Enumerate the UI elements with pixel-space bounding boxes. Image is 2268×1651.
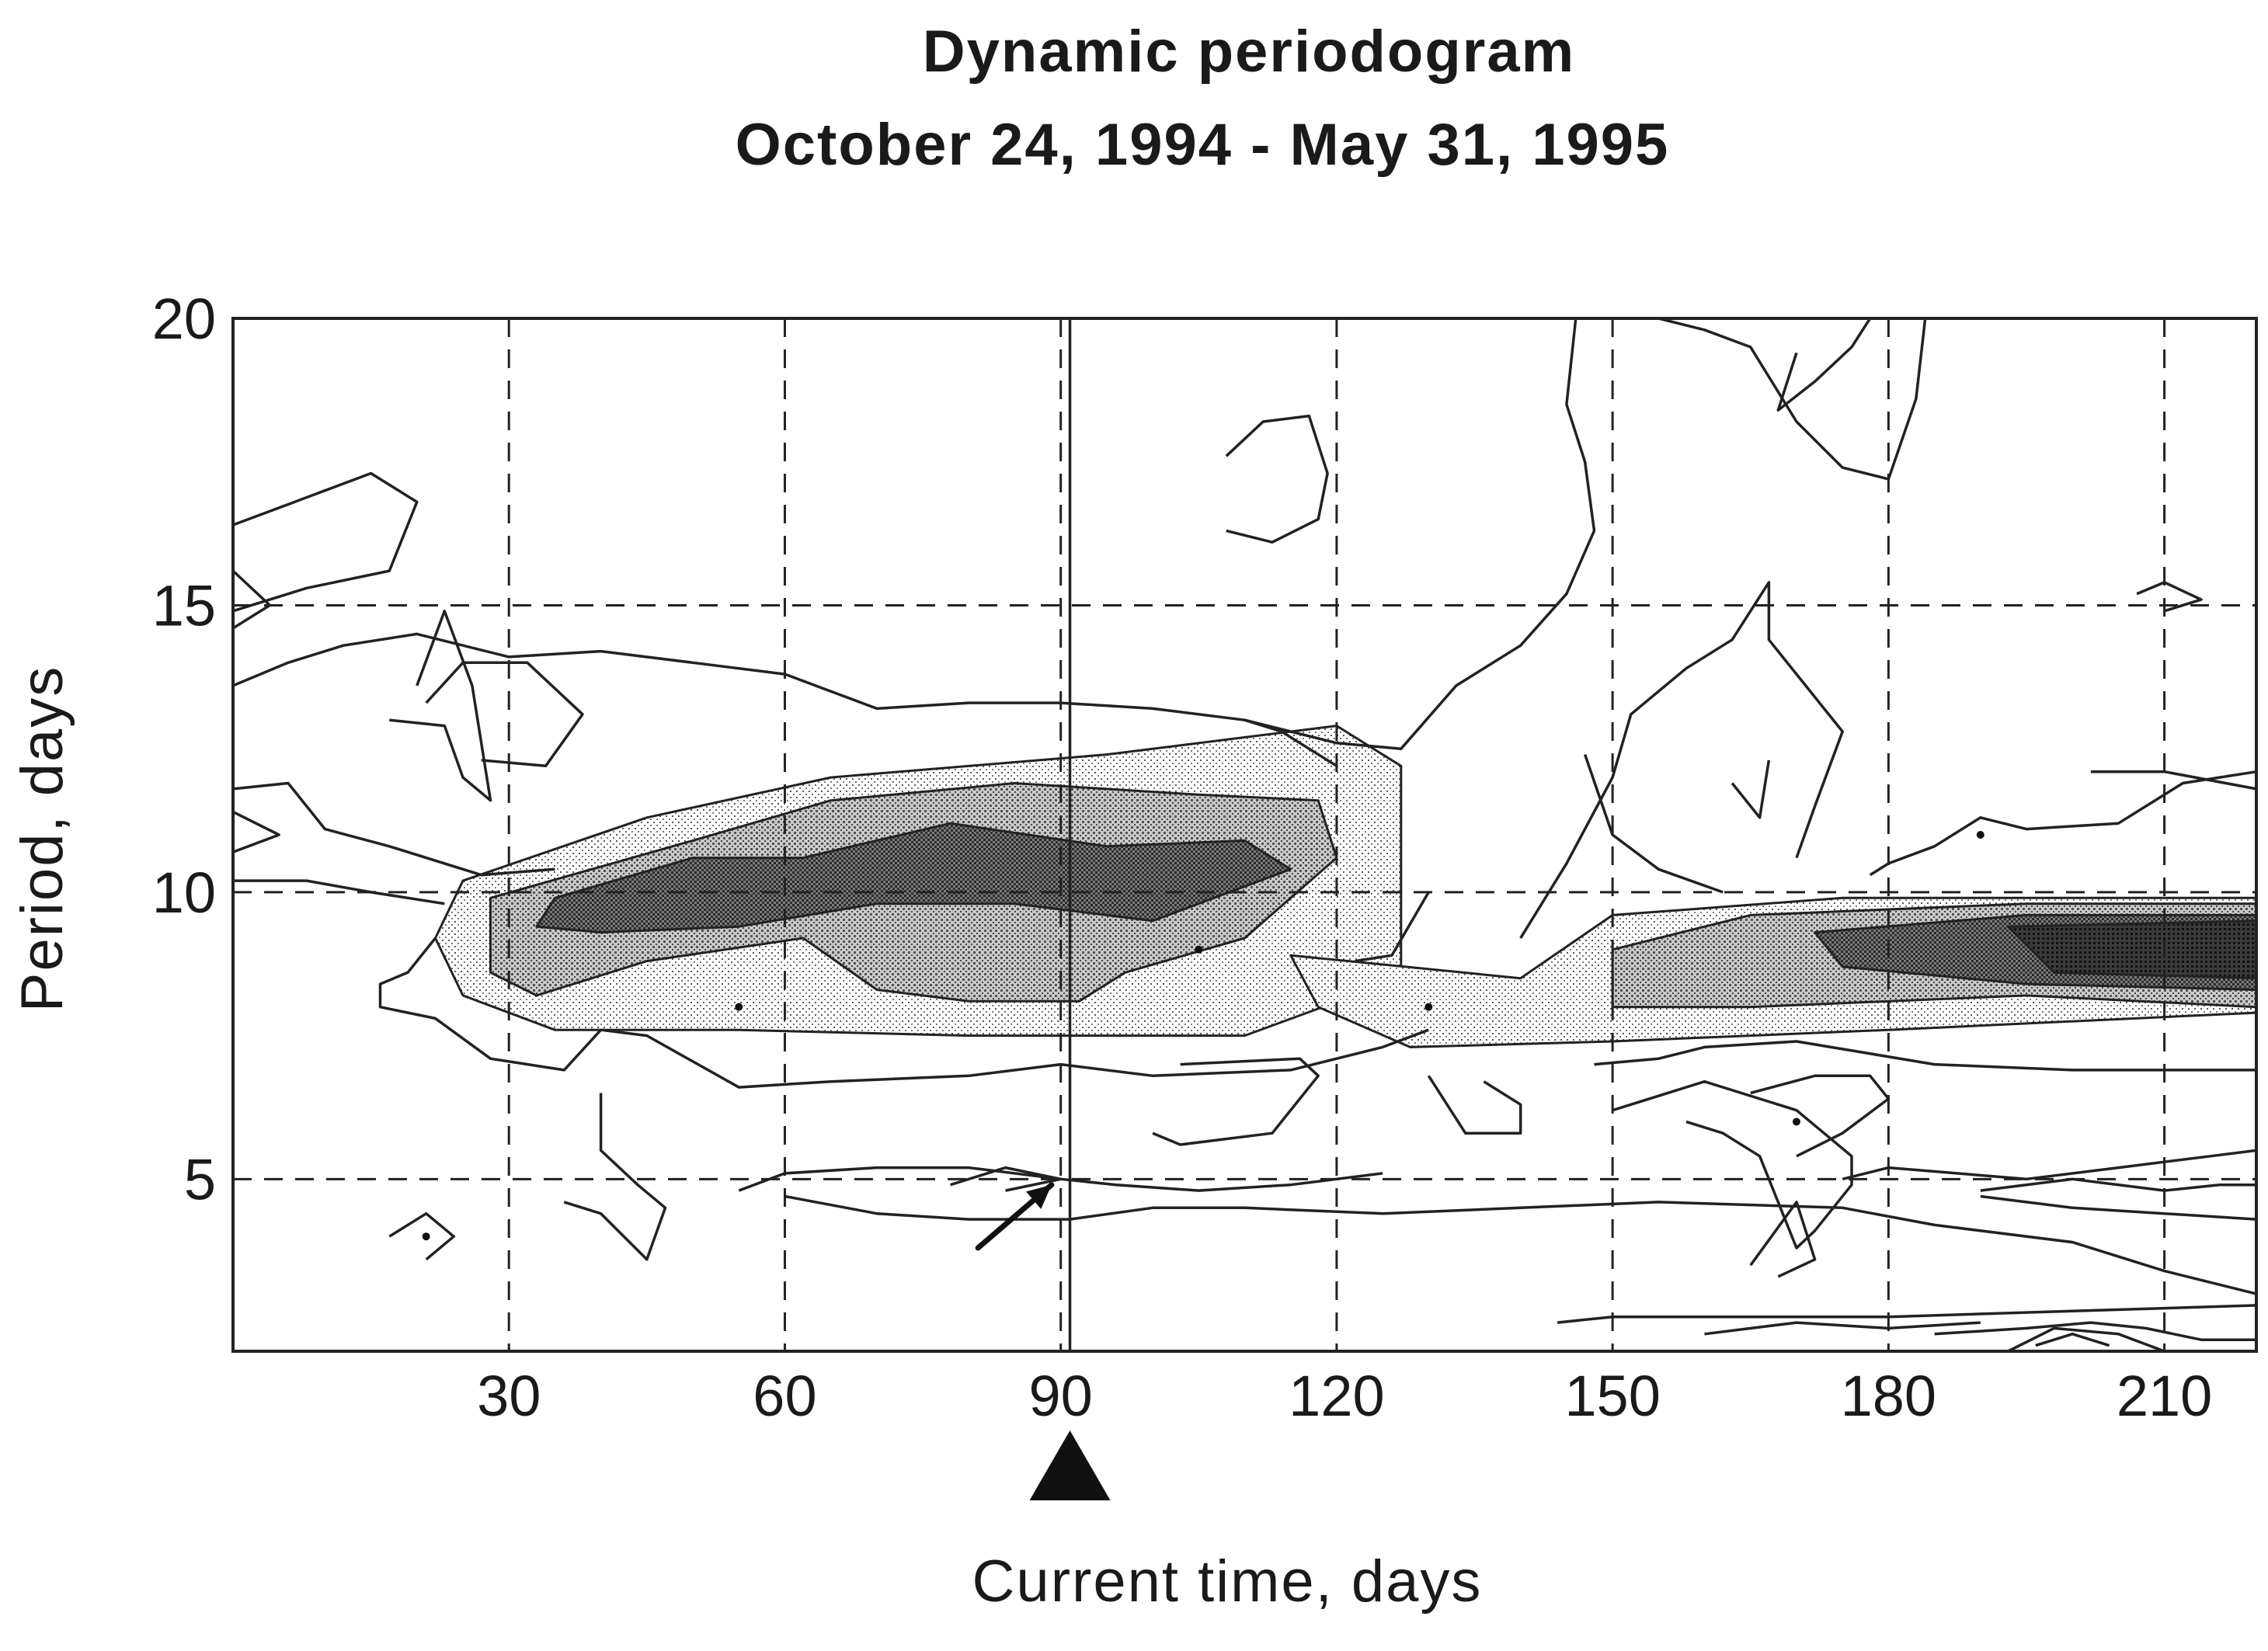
contour-dot-5: [1792, 1117, 1800, 1126]
grid-lines: [233, 318, 2256, 1351]
contour-line-26: [784, 1194, 2257, 1295]
contour-line-6: [232, 781, 555, 877]
contour-line-29: [1427, 1075, 1522, 1135]
plot-frame: [231, 317, 2258, 1353]
y-tick-label-5: 5: [184, 1147, 216, 1211]
chart-subtitle: October 24, 1994 - May 31, 1995: [736, 112, 1670, 178]
y-axis-label: Period, days: [9, 666, 75, 1012]
contour-line-23: [563, 1093, 667, 1261]
contour-line-4: [389, 610, 492, 802]
tick-labels: 30 60 90 120 150 180 210 5 10 15 20: [152, 287, 2213, 1428]
contour-dot-1: [422, 1232, 430, 1241]
x-tick-label-210: 210: [2117, 1364, 2212, 1428]
contour-line-32: [1842, 1149, 2257, 1181]
contour-line-12: [1244, 718, 1337, 767]
y-tick-label-15: 15: [152, 573, 216, 638]
contour-line-22: [2136, 581, 2203, 613]
contour-line-15: [1583, 754, 1724, 894]
x-tick-label-180: 180: [1841, 1364, 1936, 1428]
chart-title: Dynamic periodogram: [923, 19, 1575, 85]
contour-dot-4: [1976, 831, 1984, 839]
x-tick-label-90: 90: [1029, 1364, 1093, 1428]
contour-line-37: [1704, 1321, 1981, 1336]
contour-line-40: [2035, 1333, 2110, 1347]
contour-line-13: [1355, 892, 1430, 963]
contour-line-1: [232, 471, 419, 613]
current-time-marker: [1029, 1430, 1111, 1500]
x-axis-label: Current time, days: [972, 1548, 1483, 1615]
contour-line-35: [1749, 1201, 1817, 1278]
contour-line-8: [233, 879, 445, 905]
contour-line-9: [378, 937, 602, 1072]
contour-line-21: [1776, 317, 1872, 412]
density-bands: [434, 725, 2258, 1048]
contour-line-2: [231, 569, 272, 630]
contour-line-28: [1152, 1057, 1320, 1146]
contour-line-18: [2090, 770, 2257, 791]
contour-dot-6: [1424, 1003, 1433, 1011]
contour-lines: [231, 317, 2257, 1353]
contour-line-24: [388, 1211, 455, 1261]
contour-line-11: [1594, 1040, 2256, 1072]
contour-line-20: [1658, 317, 1927, 481]
annotations: [422, 318, 1984, 1500]
x-tick-label-150: 150: [1564, 1364, 1660, 1428]
contour-line-34: [1980, 1194, 2257, 1221]
contour-line-3: [232, 318, 1596, 750]
y-tick-label-20: 20: [152, 287, 216, 351]
contour-line-38: [1934, 1321, 2256, 1341]
contour-dot-2: [735, 1003, 743, 1011]
annotation-arrow-head: [1025, 1184, 1052, 1209]
contour-line-10: [600, 1028, 1429, 1089]
contour-line-7: [232, 810, 280, 853]
contour-line-16: [1731, 759, 1771, 819]
y-tick-label-10: 10: [152, 860, 216, 925]
x-tick-label-60: 60: [753, 1364, 816, 1428]
x-tick-label-30: 30: [477, 1364, 541, 1428]
contour-line-30: [1612, 1079, 1853, 1250]
contour-line-27: [950, 1166, 1063, 1192]
contour-line-17: [1869, 770, 2257, 877]
contour-line-31: [1750, 1074, 1891, 1158]
contour-dot-3: [1195, 945, 1203, 954]
contour-line-14: [1519, 581, 1844, 939]
contour-line-5: [425, 661, 584, 768]
contour-line-33: [1980, 1177, 2256, 1192]
contour-line-19: [1225, 414, 1329, 544]
density-band-5: [535, 822, 1292, 934]
contour-line-39: [2007, 1326, 2165, 1353]
x-tick-label-120: 120: [1289, 1364, 1384, 1428]
contour-line-36: [1557, 1304, 2257, 1324]
